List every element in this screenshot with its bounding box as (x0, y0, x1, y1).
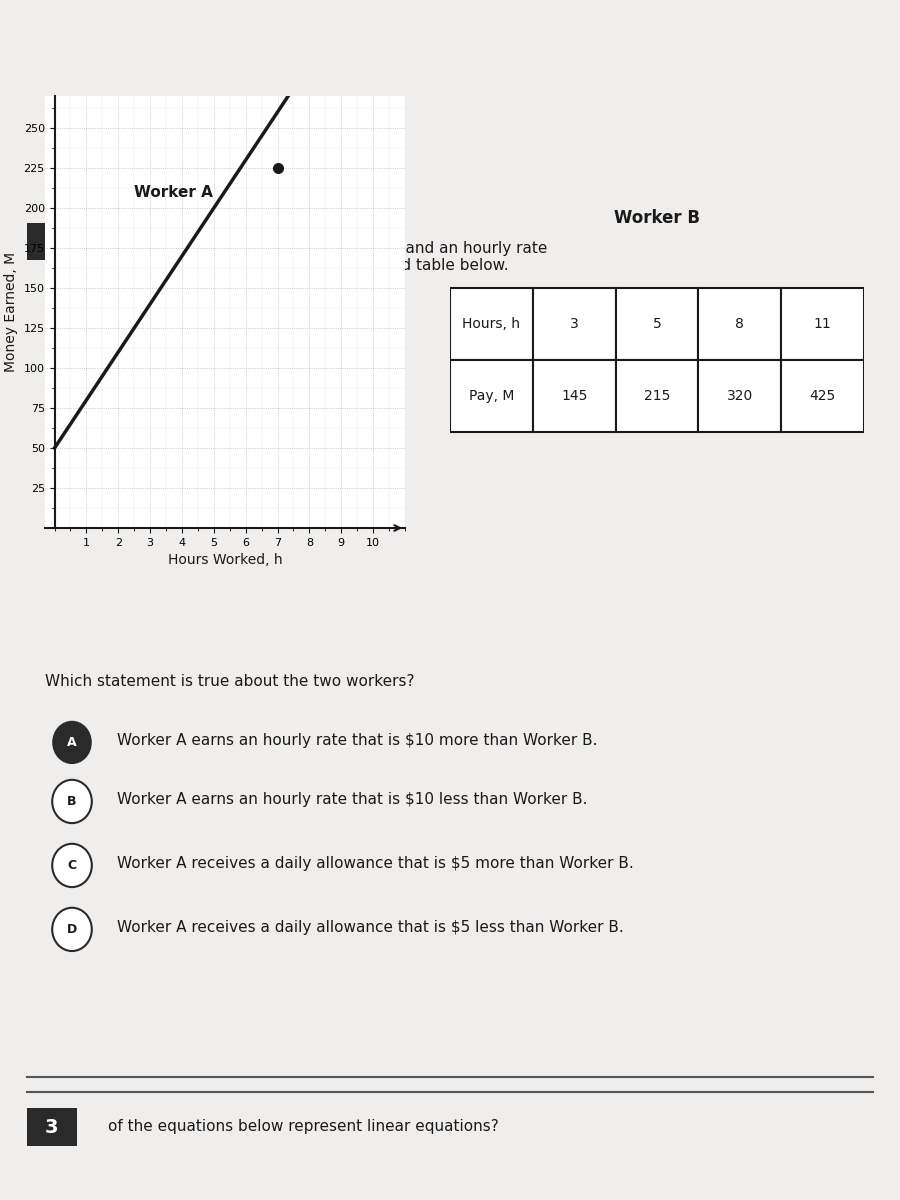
Bar (781, 360, 864, 432)
Bar (781, 288, 864, 360)
Bar (450, 360, 533, 432)
Text: 5: 5 (652, 317, 662, 331)
FancyBboxPatch shape (27, 1109, 76, 1146)
Text: Worker A earns an hourly rate that is $10 less than Worker B.: Worker A earns an hourly rate that is $1… (117, 792, 588, 806)
Text: 11: 11 (814, 317, 832, 331)
Text: Pay, M: Pay, M (469, 389, 514, 403)
Bar (698, 288, 781, 360)
Bar (698, 360, 781, 432)
Text: 320: 320 (726, 389, 753, 403)
Circle shape (52, 780, 92, 823)
Circle shape (52, 844, 92, 887)
Text: 2: 2 (45, 232, 58, 251)
Bar (450, 288, 533, 360)
FancyBboxPatch shape (27, 223, 76, 260)
Text: of the equations below represent linear equations?: of the equations below represent linear … (108, 1118, 499, 1134)
Circle shape (52, 907, 92, 952)
Text: B: B (68, 794, 76, 808)
Text: A: A (68, 736, 76, 749)
Text: Worker A earns an hourly rate that is $10 more than Worker B.: Worker A earns an hourly rate that is $1… (117, 732, 598, 748)
Text: 3: 3 (45, 1117, 58, 1136)
X-axis label: Hours Worked, h: Hours Worked, h (167, 553, 283, 568)
Text: Which statement is true about the two workers?: Which statement is true about the two wo… (45, 673, 415, 689)
Text: D: D (67, 923, 77, 936)
Bar (616, 288, 698, 360)
Bar (533, 288, 616, 360)
Text: Worker B: Worker B (614, 209, 700, 227)
Text: Hours, h: Hours, h (463, 317, 520, 331)
Text: Worker A receives a daily allowance that is $5 more than Worker B.: Worker A receives a daily allowance that… (117, 856, 634, 871)
Text: C: C (68, 859, 76, 872)
Bar (616, 360, 698, 432)
Text: 8: 8 (735, 317, 744, 331)
Text: 145: 145 (561, 389, 588, 403)
Text: Worker A receives a daily allowance that is $5 less than Worker B.: Worker A receives a daily allowance that… (117, 919, 624, 935)
Text: 215: 215 (644, 389, 670, 403)
Text: Worker A: Worker A (134, 185, 213, 200)
Circle shape (52, 721, 92, 764)
Text: 425: 425 (809, 389, 836, 403)
Text: Two workers receive a daily allowance and an hourly rate
for their pay as shown : Two workers receive a daily allowance an… (108, 240, 547, 274)
Text: 3: 3 (570, 317, 579, 331)
Bar (533, 360, 616, 432)
Y-axis label: Money Earned, M: Money Earned, M (4, 252, 18, 372)
